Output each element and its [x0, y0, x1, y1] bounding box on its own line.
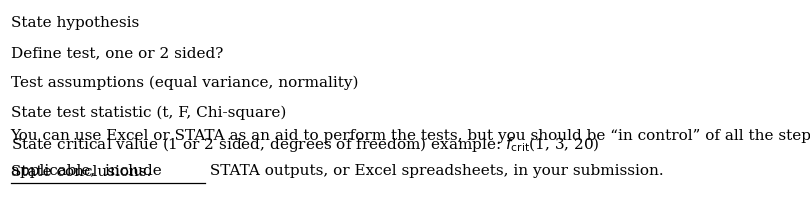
Text: STATA outputs, or Excel spreadsheets, in your submission.: STATA outputs, or Excel spreadsheets, in… [205, 164, 663, 178]
Text: State conclusions.: State conclusions. [11, 165, 151, 179]
Text: applicable,  include: applicable, include [11, 164, 161, 178]
Text: State test statistic (t, F, Chi-square): State test statistic (t, F, Chi-square) [11, 106, 286, 120]
Text: Define test, one or 2 sided?: Define test, one or 2 sided? [11, 46, 223, 60]
Text: State critical value (1 or 2 sided, degrees of freedom) example: $f_{\rm crit}$(: State critical value (1 or 2 sided, degr… [11, 135, 599, 154]
Text: State hypothesis: State hypothesis [11, 16, 139, 31]
Text: Test assumptions (equal variance, normality): Test assumptions (equal variance, normal… [11, 76, 358, 90]
Text: You can use Excel or STATA as an aid to perform the tests, but you should be “in: You can use Excel or STATA as an aid to … [11, 129, 810, 143]
